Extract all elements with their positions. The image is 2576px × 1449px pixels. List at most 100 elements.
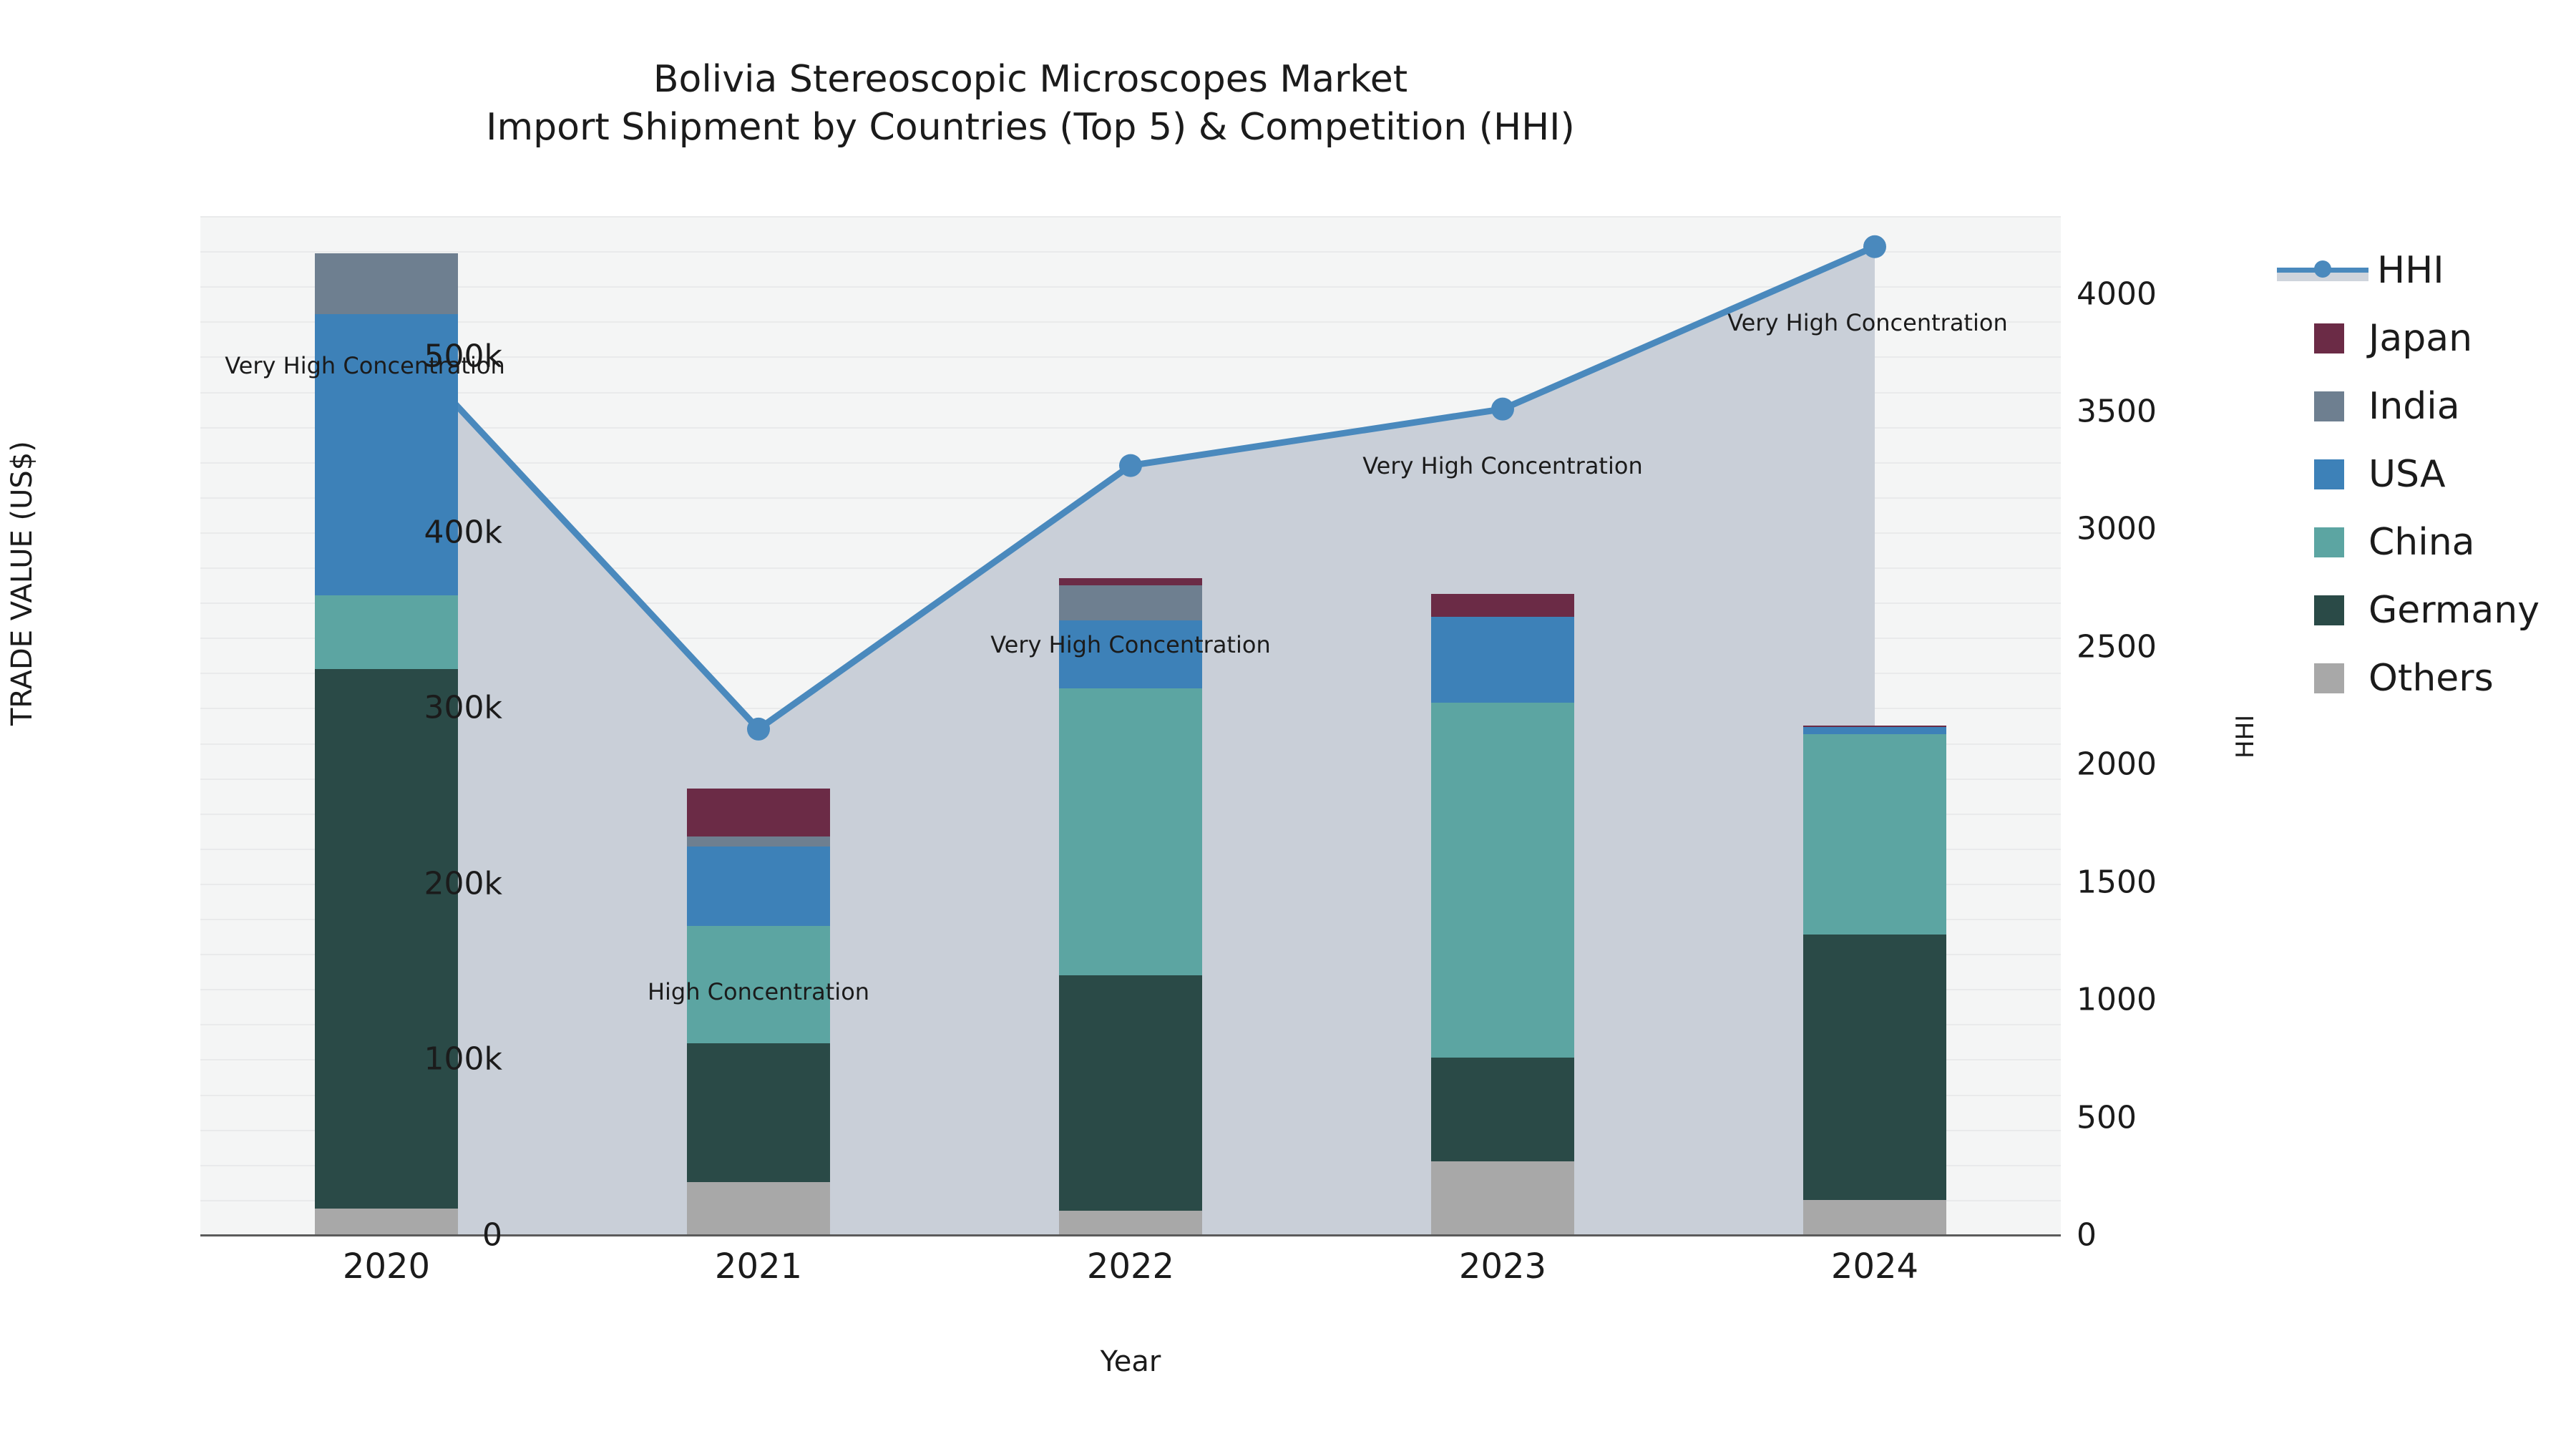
bar-segment[interactable] (315, 1209, 458, 1235)
bar-segment[interactable] (687, 836, 830, 847)
y-tick-right: 0 (2077, 1216, 2097, 1254)
x-axis-line (200, 1234, 2061, 1236)
y-tick-right: 4000 (2077, 275, 2157, 313)
legend-item-hhi[interactable]: HHI (2277, 236, 2576, 304)
bar-segment[interactable] (1803, 726, 1946, 728)
bar-segment[interactable] (315, 595, 458, 670)
bar-segment[interactable] (1059, 975, 1202, 1211)
legend-swatch-icon (2314, 595, 2344, 625)
bar-segment[interactable] (315, 253, 458, 315)
bar-segment[interactable] (1431, 1058, 1574, 1161)
legend-swatch-icon (2314, 527, 2344, 557)
bar-segment[interactable] (1803, 935, 1946, 1200)
legend-item-china[interactable]: China (2277, 508, 2576, 576)
legend-swatch-icon (2314, 459, 2344, 489)
legend-item-germany[interactable]: Germany (2277, 576, 2576, 644)
bar-segment[interactable] (1059, 688, 1202, 975)
legend-item-india[interactable]: India (2277, 372, 2576, 440)
legend-swatch-icon (2314, 391, 2344, 421)
hhi-key-dot (2314, 260, 2331, 278)
bar-segment[interactable] (687, 789, 830, 836)
bar-segment[interactable] (687, 1182, 830, 1235)
legend-swatch-icon (2314, 323, 2344, 353)
bar-segment[interactable] (1059, 1210, 1202, 1235)
legend-label: USA (2368, 452, 2446, 496)
y-tick-left: 500k (424, 338, 502, 375)
hhi-marker[interactable] (1119, 454, 1142, 477)
x-tick: 2021 (714, 1246, 803, 1287)
hhi-marker[interactable] (1863, 235, 1886, 258)
concentration-label: Very High Concentration (990, 631, 1271, 658)
y-tick-left: 200k (424, 865, 502, 902)
y-tick-left: 300k (424, 689, 502, 726)
gridline (200, 216, 2061, 218)
bar-segment[interactable] (1059, 620, 1202, 689)
chart-title: Bolivia Stereoscopic Microscopes Market … (0, 56, 2061, 151)
legend-label: China (2368, 520, 2475, 564)
bar-stack[interactable] (1431, 216, 1574, 1235)
bar-segment[interactable] (687, 925, 830, 1044)
y-axis-left-title: TRADE VALUE (US$) (6, 441, 39, 726)
legend-item-others[interactable]: Others (2277, 644, 2576, 712)
gridline (200, 251, 2061, 253)
y-tick-right: 2000 (2077, 746, 2157, 783)
bar-stack[interactable] (1803, 216, 1946, 1235)
y-tick-right: 3000 (2077, 510, 2157, 547)
bar-segment[interactable] (1431, 1161, 1574, 1235)
legend-label: Germany (2368, 588, 2540, 632)
concentration-label: Very High Concentration (225, 352, 505, 379)
y-tick-right: 1000 (2077, 981, 2157, 1018)
bar-segment[interactable] (687, 1043, 830, 1183)
legend: HHI Japan India USA China Germany Others (2277, 236, 2576, 712)
plot-area: Very High Concentration High Concentratio… (200, 216, 2061, 1236)
title-line-2: Import Shipment by Countries (Top 5) & C… (486, 105, 1575, 149)
concentration-label: Very High Concentration (1727, 309, 2008, 336)
bar-segment[interactable] (315, 669, 458, 1209)
legend-item-usa[interactable]: USA (2277, 440, 2576, 508)
concentration-label: High Concentration (647, 978, 870, 1005)
gridline (200, 391, 2061, 394)
legend-label: India (2368, 384, 2460, 428)
legend-swatch-icon (2314, 663, 2344, 693)
x-tick: 2023 (1458, 1246, 1547, 1287)
bar-segment[interactable] (687, 847, 830, 926)
bar-segment[interactable] (1803, 1199, 1946, 1235)
hhi-marker[interactable] (1491, 397, 1514, 421)
bar-segment[interactable] (1431, 593, 1574, 617)
y-tick-right: 1500 (2077, 864, 2157, 901)
y-tick-left: 100k (424, 1040, 502, 1078)
legend-label: Others (2368, 656, 2494, 700)
x-tick: 2024 (1830, 1246, 1919, 1287)
x-tick: 2020 (342, 1246, 431, 1287)
bar-segment[interactable] (315, 314, 458, 596)
bar-segment[interactable] (1431, 616, 1574, 703)
bar-stack[interactable] (315, 216, 458, 1235)
legend-item-japan[interactable]: Japan (2277, 304, 2576, 372)
gridline (200, 356, 2061, 358)
bar-segment[interactable] (1803, 727, 1946, 735)
bar-segment[interactable] (1059, 585, 1202, 620)
y-tick-left: 400k (424, 514, 502, 551)
gridline (200, 286, 2061, 288)
y-axis-right-title: HHI (2231, 714, 2260, 758)
bar-segment[interactable] (1803, 734, 1946, 935)
legend-label: Japan (2368, 316, 2473, 360)
hhi-marker[interactable] (747, 717, 770, 741)
x-axis-title: Year (1100, 1345, 1161, 1378)
bar-stack[interactable] (1059, 216, 1202, 1235)
y-tick-right: 2500 (2077, 628, 2157, 665)
hhi-line-key-icon (2277, 255, 2368, 286)
concentration-label: Very High Concentration (1362, 452, 1643, 479)
gridline (200, 426, 2061, 429)
bar-segment[interactable] (1059, 577, 1202, 585)
x-tick: 2022 (1086, 1246, 1175, 1287)
bar-segment[interactable] (1431, 703, 1574, 1058)
y-tick-right: 500 (2077, 1099, 2137, 1136)
bar-stack[interactable] (687, 216, 830, 1235)
y-tick-right: 3500 (2077, 393, 2157, 430)
title-line-1: Bolivia Stereoscopic Microscopes Market (653, 58, 1408, 101)
legend-label: HHI (2377, 248, 2444, 292)
gridline (200, 321, 2061, 323)
y-tick-left: 0 (482, 1216, 502, 1254)
